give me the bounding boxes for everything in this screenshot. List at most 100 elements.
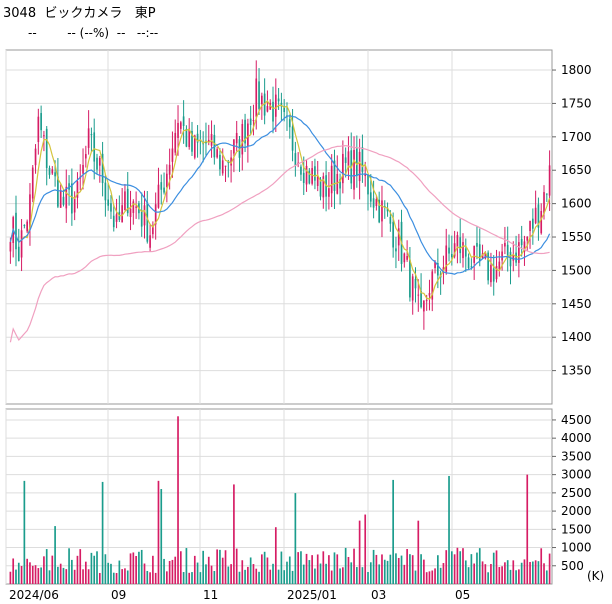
candle-body bbox=[255, 78, 258, 117]
candle-body bbox=[492, 268, 495, 282]
candle-body bbox=[506, 244, 509, 258]
volume-bar bbox=[409, 554, 411, 584]
candle-body bbox=[132, 201, 135, 213]
volume-bar bbox=[241, 560, 244, 584]
candle-body bbox=[495, 266, 498, 280]
volume-bar bbox=[437, 555, 439, 584]
candle-body bbox=[48, 167, 51, 175]
volume-bar bbox=[526, 474, 529, 584]
volume-bar bbox=[185, 548, 188, 584]
volume-tick-label: 4000 bbox=[561, 431, 592, 445]
volume-bar bbox=[71, 559, 73, 584]
market-label: 東P bbox=[134, 6, 156, 21]
candle-body bbox=[45, 128, 48, 169]
volume-bar bbox=[378, 564, 381, 584]
candle-body bbox=[445, 245, 448, 272]
volume-bar bbox=[392, 479, 394, 584]
candle-body bbox=[9, 242, 12, 252]
volume-bar bbox=[532, 561, 534, 584]
volume-bar bbox=[179, 551, 182, 584]
volume-bar bbox=[166, 571, 168, 584]
candle-body bbox=[420, 291, 422, 308]
volume-bar bbox=[490, 564, 492, 584]
candle-body bbox=[29, 194, 31, 229]
candle-body bbox=[121, 205, 123, 223]
volume-bar bbox=[406, 548, 408, 584]
candle-body bbox=[20, 230, 23, 258]
volume-bar bbox=[37, 568, 40, 584]
volume-bar bbox=[397, 557, 400, 584]
candle-body bbox=[308, 170, 311, 184]
volume-bar bbox=[316, 554, 319, 584]
volume-bar bbox=[540, 548, 543, 584]
candle-body bbox=[417, 294, 420, 296]
candle-body bbox=[221, 160, 224, 174]
candle-body bbox=[283, 106, 286, 112]
volume-bar bbox=[182, 572, 185, 584]
volume-tick-label: 500 bbox=[561, 559, 584, 573]
volume-bar bbox=[330, 570, 333, 584]
volume-bar bbox=[353, 548, 355, 584]
volume-bar bbox=[473, 563, 476, 584]
candle-body bbox=[470, 266, 473, 268]
candle-body bbox=[182, 116, 185, 126]
volume-bar bbox=[342, 567, 344, 584]
candle-body bbox=[15, 212, 17, 250]
volume-bar bbox=[213, 571, 216, 584]
volume-bar bbox=[434, 568, 436, 584]
candle-body bbox=[344, 157, 347, 163]
volume-tick-label: 3500 bbox=[561, 449, 592, 463]
candle-body bbox=[456, 235, 459, 248]
candle-body bbox=[98, 157, 101, 166]
candle-body bbox=[428, 293, 431, 296]
volume-bar bbox=[548, 553, 551, 584]
candle-body bbox=[464, 248, 467, 257]
volume-bar bbox=[431, 570, 434, 584]
volume-bar bbox=[40, 567, 42, 584]
candle-body bbox=[230, 157, 232, 166]
volume-bar bbox=[104, 554, 107, 584]
candle-body bbox=[462, 242, 464, 259]
volume-bar bbox=[364, 514, 367, 584]
volume-bar bbox=[328, 555, 330, 584]
volume-bar bbox=[146, 570, 149, 584]
volume-bar bbox=[23, 480, 26, 584]
candle-body bbox=[280, 102, 283, 107]
volume-bar bbox=[543, 563, 545, 584]
candle-body bbox=[241, 123, 244, 155]
candle-body bbox=[244, 119, 246, 144]
candle-body bbox=[369, 192, 372, 202]
volume-bar bbox=[17, 562, 20, 584]
volume-bar bbox=[283, 570, 286, 584]
volume-bar bbox=[478, 548, 481, 584]
volume-bar bbox=[456, 547, 459, 584]
volume-bar bbox=[297, 552, 299, 584]
volume-bar bbox=[258, 571, 260, 584]
candle-body bbox=[414, 278, 417, 289]
volume-bar bbox=[495, 550, 498, 584]
volume-bar bbox=[255, 568, 258, 584]
volume-bar bbox=[339, 568, 341, 584]
volume-bar bbox=[54, 526, 56, 584]
date-tick-label: 2024/06 bbox=[9, 588, 59, 602]
candle-body bbox=[411, 276, 414, 301]
volume-bar bbox=[286, 561, 288, 584]
volume-bar bbox=[15, 569, 17, 584]
candle-body bbox=[31, 167, 34, 199]
candle-body bbox=[515, 252, 517, 263]
volume-bar bbox=[520, 562, 523, 584]
volume-bar bbox=[537, 561, 540, 584]
candle-body bbox=[272, 101, 274, 122]
candle-body bbox=[361, 147, 364, 173]
candle-body bbox=[425, 300, 428, 302]
quote-values-line: -- -- (--%) -- --:-- bbox=[28, 26, 158, 40]
volume-bar bbox=[512, 560, 515, 584]
volume-bar bbox=[325, 563, 327, 584]
candle-body bbox=[406, 255, 408, 260]
candle-body bbox=[188, 128, 191, 148]
volume-bar bbox=[202, 550, 205, 584]
volume-bar bbox=[467, 567, 470, 584]
volume-bar bbox=[403, 564, 406, 584]
candle-body bbox=[185, 128, 188, 147]
volume-bar bbox=[336, 554, 339, 584]
